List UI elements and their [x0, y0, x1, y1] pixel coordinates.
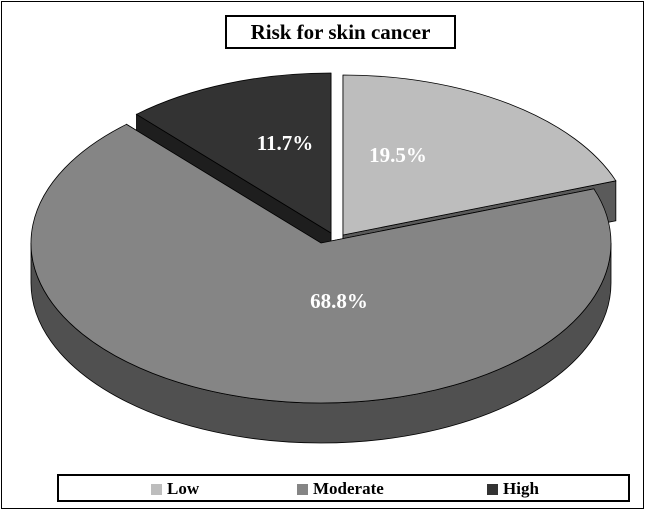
slice-high [135, 72, 332, 234]
legend-label-high: High [503, 479, 539, 498]
pie-tops [30, 72, 617, 404]
data-label-moderate: 68.8% [310, 289, 368, 313]
legend-item-high: High [487, 479, 539, 499]
data-label-low: 19.5% [369, 143, 427, 167]
legend-item-moderate: Moderate [297, 479, 384, 499]
slice-low [342, 74, 617, 236]
legend: Low Moderate High [57, 474, 630, 502]
chart-title-text: Risk for skin cancer [250, 19, 431, 44]
legend-swatch-moderate [297, 483, 308, 495]
legend-swatch-high [487, 483, 498, 495]
data-label-high: 11.7% [257, 131, 314, 155]
legend-label-low: Low [167, 479, 200, 498]
legend-label-moderate: Moderate [313, 479, 384, 498]
legend-item-low: Low [151, 479, 199, 499]
pie-labels: 19.5% 68.8% 11.7% [257, 131, 427, 313]
slice-moderate [30, 123, 612, 404]
legend-swatch-low [151, 483, 162, 495]
chart-title: Risk for skin cancer [225, 15, 456, 49]
